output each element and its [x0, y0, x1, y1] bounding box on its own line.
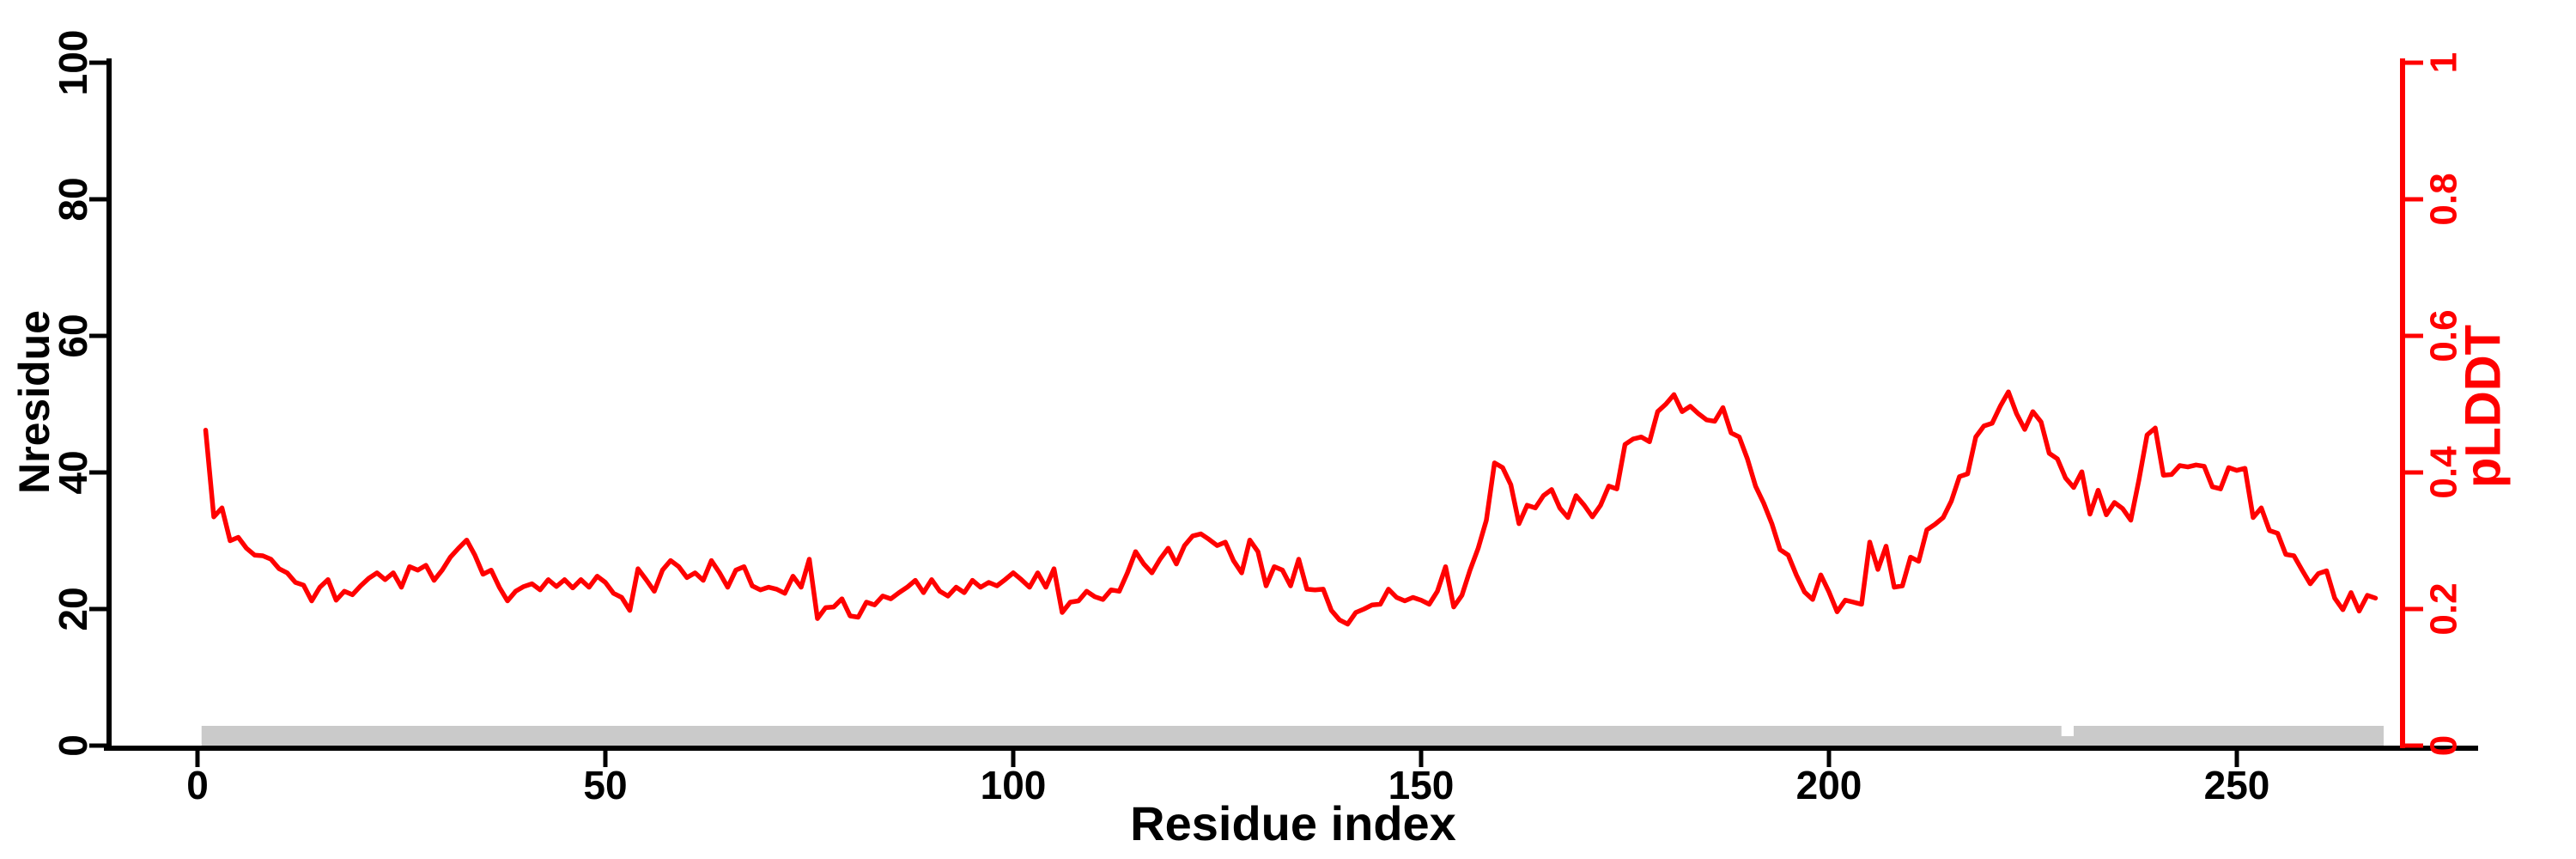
- x-tick-label: 150: [1388, 763, 1455, 807]
- x-tick-label: 250: [2204, 763, 2270, 807]
- right-tick-label: 1: [2423, 52, 2465, 73]
- sequence-bar-rect: [201, 726, 2384, 746]
- left-tick-label: 20: [51, 587, 95, 631]
- x-tick-label: 100: [981, 763, 1047, 807]
- left-tick-label: 60: [51, 314, 95, 357]
- right-axis-title: pLDDT: [2456, 325, 2512, 488]
- sequence-bar-gap: [2061, 726, 2074, 736]
- left-tick-label: 40: [51, 450, 95, 494]
- left-tick-label: 100: [51, 30, 95, 96]
- left-axis-ticks: 0 20 40 60 80 100: [51, 30, 109, 757]
- x-axis-ticks: 0 50 100 150 200 250: [186, 748, 2269, 807]
- right-tick-label: 0.2: [2423, 582, 2465, 635]
- x-tick-label: 0: [186, 763, 209, 807]
- left-tick-label: 80: [51, 177, 95, 221]
- plddt-data-line: [203, 389, 2379, 627]
- left-axis-title: Nresidue: [10, 310, 58, 494]
- left-tick-label: 0: [51, 734, 95, 757]
- right-tick-label: 0.4: [2423, 446, 2465, 499]
- right-axis-ticks: 0 0.2 0.4 0.6 0.8 1: [2403, 52, 2465, 756]
- sequence-coverage-bar: [201, 726, 2384, 746]
- x-tick-label: 200: [1796, 763, 1862, 807]
- right-tick-label: 0: [2423, 735, 2465, 756]
- right-tick-label: 0.8: [2423, 173, 2465, 225]
- x-tick-label: 50: [583, 763, 627, 807]
- x-axis-title: Residue index: [1130, 796, 1456, 850]
- right-tick-label: 0.6: [2423, 309, 2465, 362]
